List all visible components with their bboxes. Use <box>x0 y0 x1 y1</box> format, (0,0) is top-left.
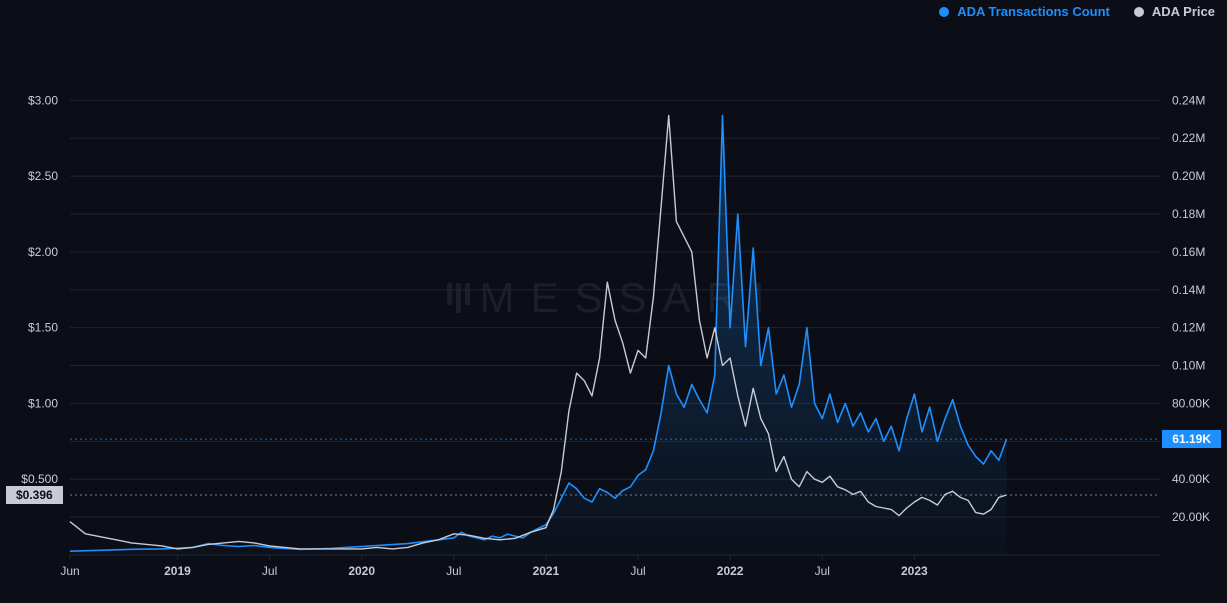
svg-text:$3.00: $3.00 <box>28 93 58 107</box>
svg-text:0.12M: 0.12M <box>1172 321 1205 335</box>
svg-text:Jul: Jul <box>815 564 830 578</box>
svg-text:80.00K: 80.00K <box>1172 396 1210 410</box>
svg-text:40.00K: 40.00K <box>1172 472 1210 486</box>
svg-text:Jul: Jul <box>446 564 461 578</box>
svg-text:0.14M: 0.14M <box>1172 283 1205 297</box>
svg-text:Jul: Jul <box>630 564 645 578</box>
svg-text:2022: 2022 <box>717 564 744 578</box>
svg-text:$1.50: $1.50 <box>28 321 58 335</box>
svg-text:0.22M: 0.22M <box>1172 131 1205 145</box>
x-axis-labels: Jun 2019 Jul 2020 Jul 2021 Jul 2022 Jul 2023 <box>60 555 928 578</box>
chart-root: { "canvas": { "width": 1227, "height": 6… <box>0 0 1227 603</box>
svg-text:2019: 2019 <box>164 564 191 578</box>
svg-text:$1.00: $1.00 <box>28 396 58 410</box>
svg-text:$0.500: $0.500 <box>21 472 58 486</box>
transactions-current-value: 61.19K <box>1172 432 1211 446</box>
svg-text:$2.50: $2.50 <box>28 169 58 183</box>
svg-text:2023: 2023 <box>901 564 928 578</box>
y-axis-left-labels: $0.500 $1.00 $1.50 $2.00 $2.50 $3.00 <box>21 93 58 486</box>
y-axis-right-labels: 20.00K40.00K60.00K80.00K0.10M0.12M0.14M0… <box>1172 93 1210 524</box>
chart-canvas[interactable]: $0.500 $1.00 $1.50 $2.00 $2.50 $3.00 20.00K 40… <box>0 0 1227 603</box>
svg-text:0.18M: 0.18M <box>1172 207 1205 221</box>
svg-text:2020: 2020 <box>348 564 375 578</box>
transactions-current-badge: 61.19K <box>1162 430 1221 448</box>
svg-text:0.16M: 0.16M <box>1172 245 1205 259</box>
svg-text:Jul: Jul <box>262 564 277 578</box>
svg-text:20.00K: 20.00K <box>1172 510 1210 524</box>
transactions-area <box>70 116 1007 556</box>
price-current-badge: $0.396 <box>6 486 63 504</box>
svg-text:0.24M: 0.24M <box>1172 93 1205 107</box>
svg-text:0.20M: 0.20M <box>1172 169 1205 183</box>
svg-text:2021: 2021 <box>533 564 560 578</box>
svg-text:Jun: Jun <box>60 564 79 578</box>
svg-text:$2.00: $2.00 <box>28 245 58 259</box>
price-current-value: $0.396 <box>16 488 53 502</box>
svg-text:0.10M: 0.10M <box>1172 359 1205 373</box>
